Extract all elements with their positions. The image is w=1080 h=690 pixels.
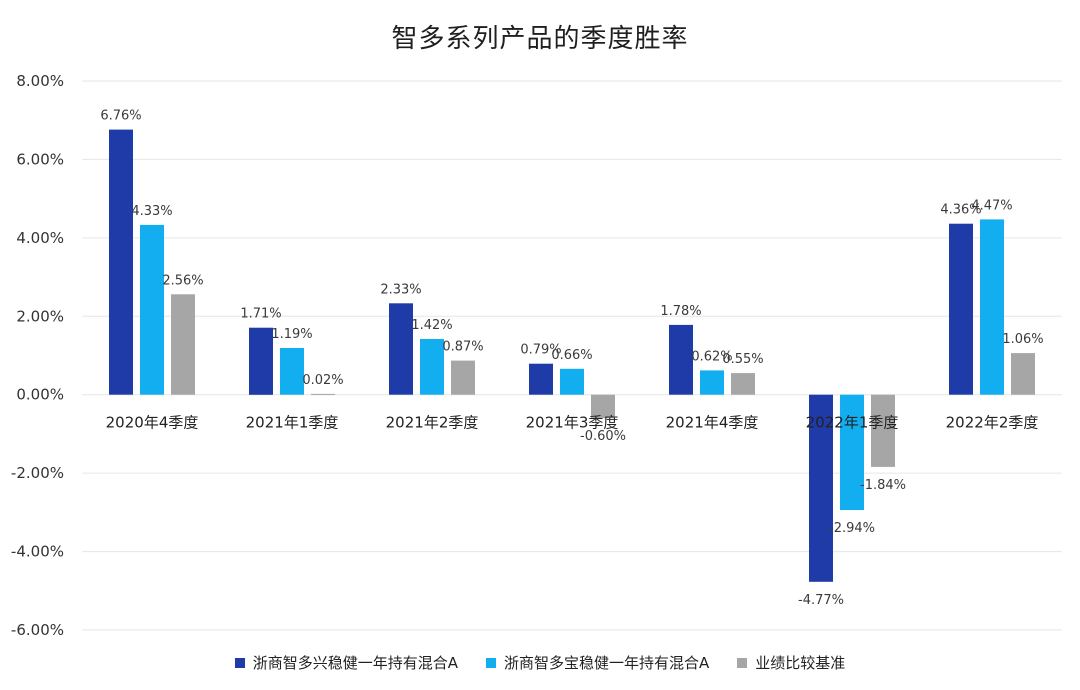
data-label: 0.87% (442, 340, 483, 355)
legend-item-series-1: 浙商智多兴稳健一年持有混合A (234, 652, 458, 673)
data-label: 0.66% (551, 348, 592, 363)
x-category-label: 2022年1季度 (806, 414, 899, 432)
bar-3 (451, 360, 475, 395)
bar-1 (109, 129, 133, 395)
legend-label-series-2: 浙商智多宝稳健一年持有混合A (503, 654, 710, 672)
bar-3 (591, 394, 615, 419)
data-label: 0.62% (691, 349, 732, 364)
y-tick-label: 0.00% (16, 386, 64, 404)
y-tick-label: -6.00% (11, 621, 64, 639)
legend-swatch-series-2 (485, 657, 496, 668)
x-category-label: 2021年4季度 (666, 414, 759, 432)
data-label: 1.78% (660, 304, 701, 319)
bar-2 (280, 348, 304, 395)
bar-3 (871, 394, 895, 467)
x-category-label: 2022年2季度 (946, 414, 1039, 432)
data-label: 4.47% (971, 198, 1012, 213)
legend-label-series-1: 浙商智多兴稳健一年持有混合A (252, 654, 458, 672)
bar-3 (311, 393, 335, 395)
data-label: 0.02% (302, 373, 343, 388)
y-tick-label: 4.00% (16, 229, 64, 247)
data-label: 6.76% (100, 109, 141, 124)
data-label: 1.71% (240, 307, 281, 322)
x-category-label: 2021年1季度 (246, 414, 339, 432)
data-label: -2.94% (829, 521, 875, 536)
legend-label-series-3: 业绩比较基准 (755, 654, 846, 672)
data-label: 1.19% (271, 327, 312, 342)
bar-3 (171, 294, 195, 395)
bar-1 (249, 327, 273, 395)
bar-3 (1011, 353, 1035, 395)
y-tick-label: 6.00% (16, 150, 64, 168)
bar-3 (731, 373, 755, 395)
x-category-label: 2021年3季度 (526, 414, 619, 432)
legend-item-series-2: 浙商智多宝稳健一年持有混合A (485, 652, 710, 673)
data-label: -0.60% (580, 429, 626, 444)
data-label: -4.77% (798, 593, 844, 608)
bar-2 (700, 370, 724, 395)
x-category-label: 2021年2季度 (386, 414, 479, 432)
bar-1 (949, 223, 973, 395)
data-label: 2.33% (380, 282, 421, 297)
legend-item-series-3: 业绩比较基准 (737, 652, 845, 673)
data-label: 0.55% (722, 352, 763, 367)
bar-1 (809, 394, 833, 582)
legend-swatch-series-1 (234, 657, 245, 668)
data-label: 2.56% (162, 273, 203, 288)
bar-1 (389, 303, 413, 395)
data-label: 1.06% (1002, 332, 1043, 347)
data-label: 4.33% (131, 204, 172, 219)
chart-legend: 浙商智多兴稳健一年持有混合A 浙商智多宝稳健一年持有混合A 业绩比较基准 (0, 652, 1080, 673)
bar-2 (560, 368, 584, 395)
data-label: 0.79% (520, 343, 561, 358)
data-label: -1.84% (860, 478, 906, 493)
data-label: 4.36% (940, 203, 981, 218)
y-tick-label: 8.00% (16, 72, 64, 90)
chart-title: 智多系列产品的季度胜率 (391, 24, 689, 54)
legend-swatch-series-3 (737, 657, 748, 668)
bar-1 (529, 363, 553, 395)
bar-1 (669, 324, 693, 395)
bar-2 (840, 394, 864, 510)
x-category-label: 2020年4季度 (106, 414, 199, 432)
data-label: 1.42% (411, 318, 452, 333)
bar-2 (980, 219, 1004, 395)
bar-2 (140, 224, 164, 395)
bar-2 (420, 339, 444, 395)
y-tick-label: 2.00% (16, 307, 64, 325)
y-tick-label: -4.00% (11, 543, 64, 561)
y-tick-label: -2.00% (11, 464, 64, 482)
